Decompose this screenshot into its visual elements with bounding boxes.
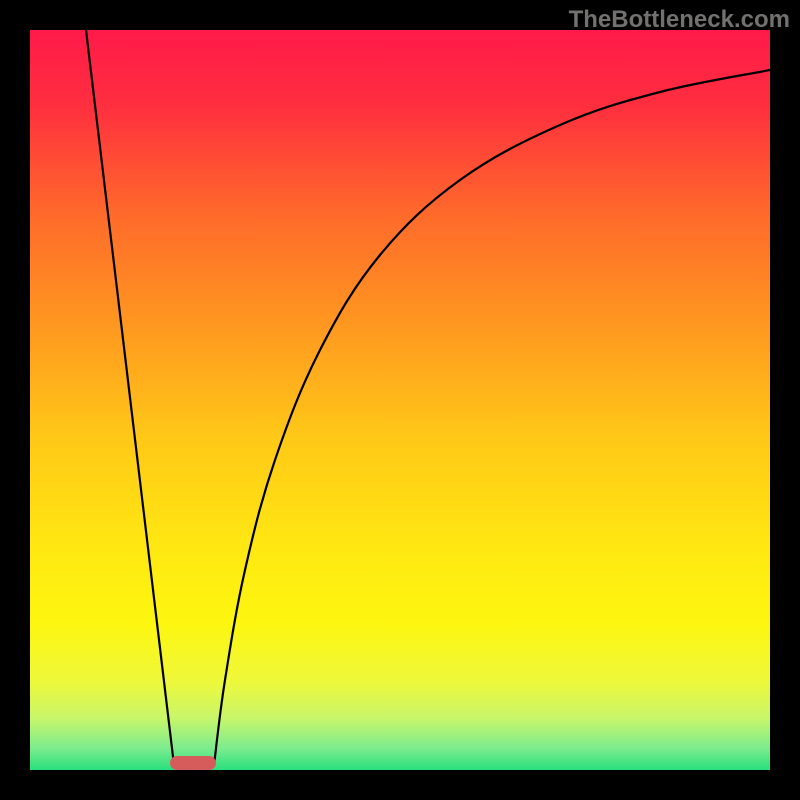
watermark-text: TheBottleneck.com — [569, 6, 790, 34]
chart-container: TheBottleneck.com — [0, 0, 800, 800]
bottleneck-marker — [170, 756, 216, 770]
chart-plot-area — [30, 30, 770, 770]
left-branch-line — [86, 30, 174, 765]
chart-svg — [30, 30, 770, 770]
right-branch-curve — [214, 70, 770, 765]
